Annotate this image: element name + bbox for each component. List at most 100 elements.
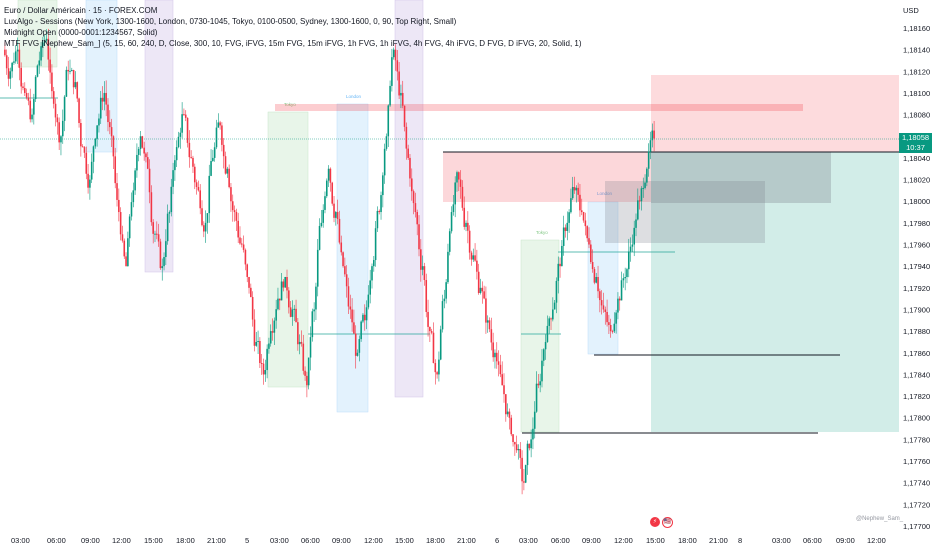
london-session-box bbox=[336, 103, 369, 413]
candle-body bbox=[617, 298, 619, 313]
london-session-label: London bbox=[346, 94, 362, 99]
candle-body bbox=[432, 332, 435, 364]
candle-body bbox=[448, 231, 451, 252]
current-price-badge: 1,18058 10:37 bbox=[899, 133, 932, 153]
candle-body bbox=[244, 249, 247, 265]
candle-body bbox=[609, 324, 612, 332]
candle-body bbox=[600, 300, 603, 306]
candle-body bbox=[49, 59, 51, 73]
candle-body bbox=[217, 122, 220, 128]
time-tick-label: 06:00 bbox=[551, 536, 570, 545]
candle-body bbox=[123, 240, 126, 257]
candle-body bbox=[72, 70, 75, 88]
candle-body bbox=[400, 92, 402, 96]
candle-body bbox=[349, 306, 352, 310]
candle-body bbox=[4, 49, 6, 56]
candle-body bbox=[253, 319, 256, 346]
time-tick-label: 18:00 bbox=[176, 536, 195, 545]
candle-body bbox=[333, 203, 335, 218]
indicator-sessions[interactable]: LuxAlgo - Sessions (New York, 1300-1600,… bbox=[4, 17, 457, 26]
candle-body bbox=[347, 286, 350, 307]
candle-body bbox=[468, 230, 471, 253]
candle-body bbox=[362, 314, 364, 322]
author-watermark: @Nephew_Sam_ bbox=[856, 516, 904, 522]
indicator-mtf-fvg[interactable]: MTF FVG [Nephew_Sam_] (5, 15, 60, 240, D… bbox=[4, 39, 582, 48]
candle-body bbox=[221, 125, 223, 145]
candle-body bbox=[45, 38, 48, 41]
candle-body bbox=[260, 362, 263, 364]
time-tick-label: 09:00 bbox=[836, 536, 855, 545]
candle-body bbox=[501, 374, 503, 386]
candle-body bbox=[336, 212, 339, 219]
price-axis-background bbox=[899, 0, 932, 550]
time-tick-label: 12:00 bbox=[112, 536, 131, 545]
candle-body bbox=[579, 194, 581, 211]
price-tick-label: 1,17940 bbox=[903, 262, 930, 271]
flash-event-icon[interactable]: ⚡ bbox=[650, 517, 660, 527]
candle-body bbox=[584, 220, 587, 227]
candle-body bbox=[313, 309, 315, 312]
time-tick-label: 8 bbox=[738, 536, 742, 545]
candle-body bbox=[486, 320, 489, 323]
candle-body bbox=[63, 96, 66, 121]
candle-body bbox=[269, 331, 272, 344]
take-profit-zone[interactable] bbox=[651, 152, 899, 432]
candle-body bbox=[157, 234, 160, 242]
candle-body bbox=[374, 228, 377, 261]
candle-body bbox=[631, 244, 634, 247]
indicator-midnight-open[interactable]: Midnight Open (0000-0001:1234567, Solid) bbox=[4, 28, 158, 37]
candle-body bbox=[175, 147, 178, 161]
candle-body bbox=[544, 341, 547, 350]
candle-body bbox=[385, 136, 388, 149]
candle-body bbox=[353, 322, 355, 334]
stop-loss-zone[interactable] bbox=[651, 75, 899, 152]
candle-body bbox=[398, 71, 400, 96]
candle-body bbox=[483, 291, 485, 299]
currency-label[interactable]: USD bbox=[903, 6, 919, 15]
candle-body bbox=[412, 191, 415, 204]
candle-body bbox=[239, 237, 241, 244]
candle-body bbox=[465, 222, 467, 227]
tokyo-session-box bbox=[520, 239, 560, 433]
candle-body bbox=[307, 357, 310, 386]
time-axis[interactable]: 03:00 06:00 09:00 12:00 15:00 18:00 21:00 5 03:0… bbox=[11, 536, 886, 545]
candle-body bbox=[143, 147, 145, 154]
candle-body bbox=[410, 178, 413, 192]
candle-body bbox=[582, 212, 585, 221]
candle-body bbox=[250, 287, 252, 297]
candle-body bbox=[358, 339, 361, 353]
candle-body bbox=[602, 305, 605, 310]
candle-body bbox=[51, 72, 53, 92]
candle-body bbox=[58, 122, 60, 143]
candle-body bbox=[620, 280, 623, 301]
candle-body bbox=[548, 318, 551, 326]
candle-body bbox=[154, 233, 156, 235]
time-tick-label: 21:00 bbox=[457, 536, 476, 545]
candle-body bbox=[649, 140, 652, 152]
candle-body bbox=[213, 147, 216, 158]
price-axis[interactable]: 1,18160 1,18140 1,18120 1,18100 1,18080 1,180… bbox=[899, 0, 932, 550]
current-price-value: 1,18058 bbox=[901, 133, 930, 142]
candle-body bbox=[495, 352, 498, 362]
candle-body bbox=[599, 291, 601, 301]
candle-body bbox=[494, 352, 496, 358]
candle-body bbox=[121, 234, 124, 241]
trade-zones bbox=[275, 75, 899, 432]
symbol-title[interactable]: Euro / Dollar Américain · 15 · FOREX.COM bbox=[4, 6, 158, 15]
candle-body bbox=[533, 411, 536, 429]
candle-body bbox=[105, 92, 107, 105]
candle-body bbox=[7, 68, 10, 79]
candle-body bbox=[27, 97, 30, 101]
candle-body bbox=[136, 154, 138, 171]
candle-body bbox=[373, 260, 375, 267]
price-tick-label: 1,18000 bbox=[903, 197, 930, 206]
candle-body bbox=[512, 434, 514, 443]
candle-body bbox=[277, 298, 279, 310]
candle-body bbox=[128, 216, 131, 239]
candle-body bbox=[503, 385, 505, 395]
candle-body bbox=[206, 213, 209, 223]
candle-body bbox=[517, 449, 520, 451]
candle-body bbox=[363, 314, 366, 321]
us-flag-event-icon[interactable]: 🇺🇸 bbox=[662, 517, 673, 528]
